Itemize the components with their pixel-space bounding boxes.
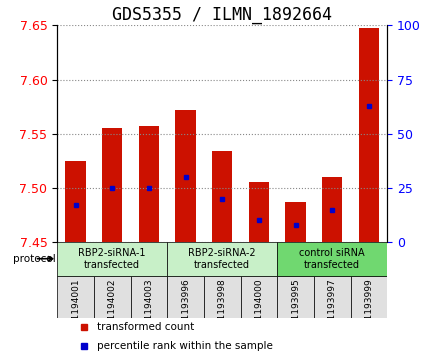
Text: percentile rank within the sample: percentile rank within the sample bbox=[97, 341, 273, 351]
Text: GSM1194000: GSM1194000 bbox=[254, 278, 264, 339]
Bar bbox=[322, 177, 342, 242]
Bar bbox=[102, 128, 122, 242]
FancyBboxPatch shape bbox=[277, 276, 314, 318]
Bar bbox=[359, 28, 379, 242]
FancyBboxPatch shape bbox=[204, 276, 241, 318]
Bar bbox=[249, 183, 269, 242]
FancyBboxPatch shape bbox=[57, 276, 94, 318]
Text: RBP2-siRNA-2
transfected: RBP2-siRNA-2 transfected bbox=[188, 248, 256, 270]
FancyBboxPatch shape bbox=[94, 276, 131, 318]
FancyBboxPatch shape bbox=[277, 242, 387, 276]
FancyBboxPatch shape bbox=[167, 242, 277, 276]
Text: GSM1193996: GSM1193996 bbox=[181, 278, 190, 339]
Bar bbox=[176, 110, 196, 242]
Text: transformed count: transformed count bbox=[97, 322, 194, 332]
Text: RBP2-siRNA-1
transfected: RBP2-siRNA-1 transfected bbox=[78, 248, 146, 270]
Text: GSM1193998: GSM1193998 bbox=[218, 278, 227, 339]
Text: GSM1193995: GSM1193995 bbox=[291, 278, 300, 339]
Bar bbox=[66, 161, 86, 242]
Title: GDS5355 / ILMN_1892664: GDS5355 / ILMN_1892664 bbox=[112, 6, 332, 24]
Bar bbox=[139, 126, 159, 242]
Text: GSM1193999: GSM1193999 bbox=[364, 278, 374, 339]
Text: control siRNA
transfected: control siRNA transfected bbox=[299, 248, 365, 270]
FancyBboxPatch shape bbox=[167, 276, 204, 318]
Text: GSM1193997: GSM1193997 bbox=[328, 278, 337, 339]
Text: GSM1194003: GSM1194003 bbox=[144, 278, 154, 339]
FancyBboxPatch shape bbox=[351, 276, 387, 318]
Bar bbox=[286, 202, 306, 242]
FancyBboxPatch shape bbox=[131, 276, 167, 318]
Text: GSM1194001: GSM1194001 bbox=[71, 278, 80, 339]
Text: GSM1194002: GSM1194002 bbox=[108, 278, 117, 339]
FancyBboxPatch shape bbox=[314, 276, 351, 318]
Bar bbox=[212, 151, 232, 242]
FancyBboxPatch shape bbox=[241, 276, 277, 318]
FancyBboxPatch shape bbox=[57, 242, 167, 276]
Text: protocol: protocol bbox=[13, 254, 56, 264]
